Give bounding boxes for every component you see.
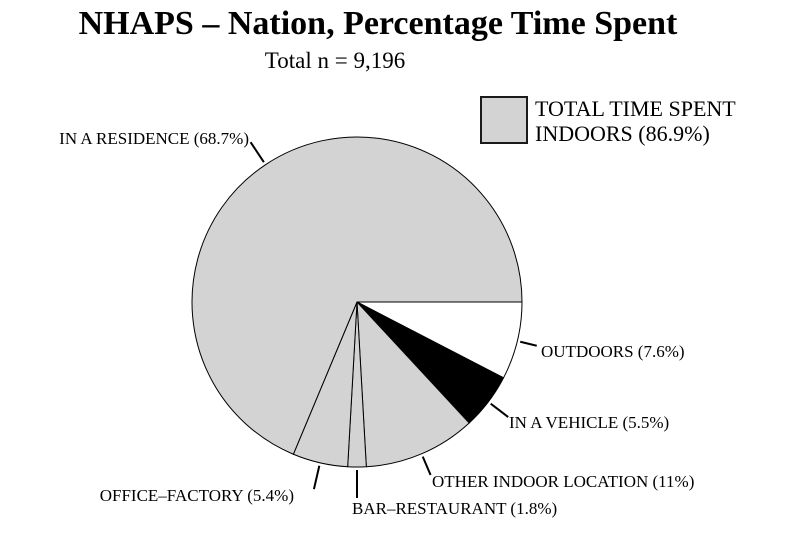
legend-swatch-indoors-icon bbox=[480, 96, 528, 144]
slice-label-office-factory: OFFICE–FACTORY (5.4%) bbox=[99, 486, 294, 505]
slice-label-in-a-residence: IN A RESIDENCE (68.7%) bbox=[59, 129, 249, 148]
leader-line-in-a-vehicle bbox=[490, 402, 509, 418]
slice-label-bar-restaurant: BAR–RESTAURANT (1.8%) bbox=[352, 499, 558, 518]
chart-subtitle: Total n = 9,196 bbox=[264, 48, 406, 73]
leader-line-office-factory bbox=[312, 465, 321, 490]
pie-slice-other-indoor-location bbox=[356, 300, 470, 468]
legend-label-line1: TOTAL TIME SPENT bbox=[535, 96, 736, 121]
legend-label-line2: INDOORS (86.9%) bbox=[535, 121, 710, 146]
slice-label-in-a-vehicle: IN A VEHICLE (5.5%) bbox=[509, 413, 670, 432]
leader-line-in-a-residence bbox=[249, 141, 265, 163]
chart-title: NHAPS – Nation, Percentage Time Spent bbox=[78, 5, 678, 42]
pie-slice-in-a-residence bbox=[191, 136, 523, 455]
slice-label-other-indoor-location: OTHER INDOOR LOCATION (11%) bbox=[432, 472, 695, 491]
slice-label-outdoors: OUTDOORS (7.6%) bbox=[541, 342, 685, 361]
legend-label: TOTAL TIME SPENT INDOORS (86.9%) bbox=[535, 96, 736, 146]
leader-line-outdoors bbox=[519, 340, 537, 347]
legend: TOTAL TIME SPENT INDOORS (86.9%) bbox=[480, 96, 736, 146]
leader-line-other-indoor-location bbox=[421, 456, 432, 476]
